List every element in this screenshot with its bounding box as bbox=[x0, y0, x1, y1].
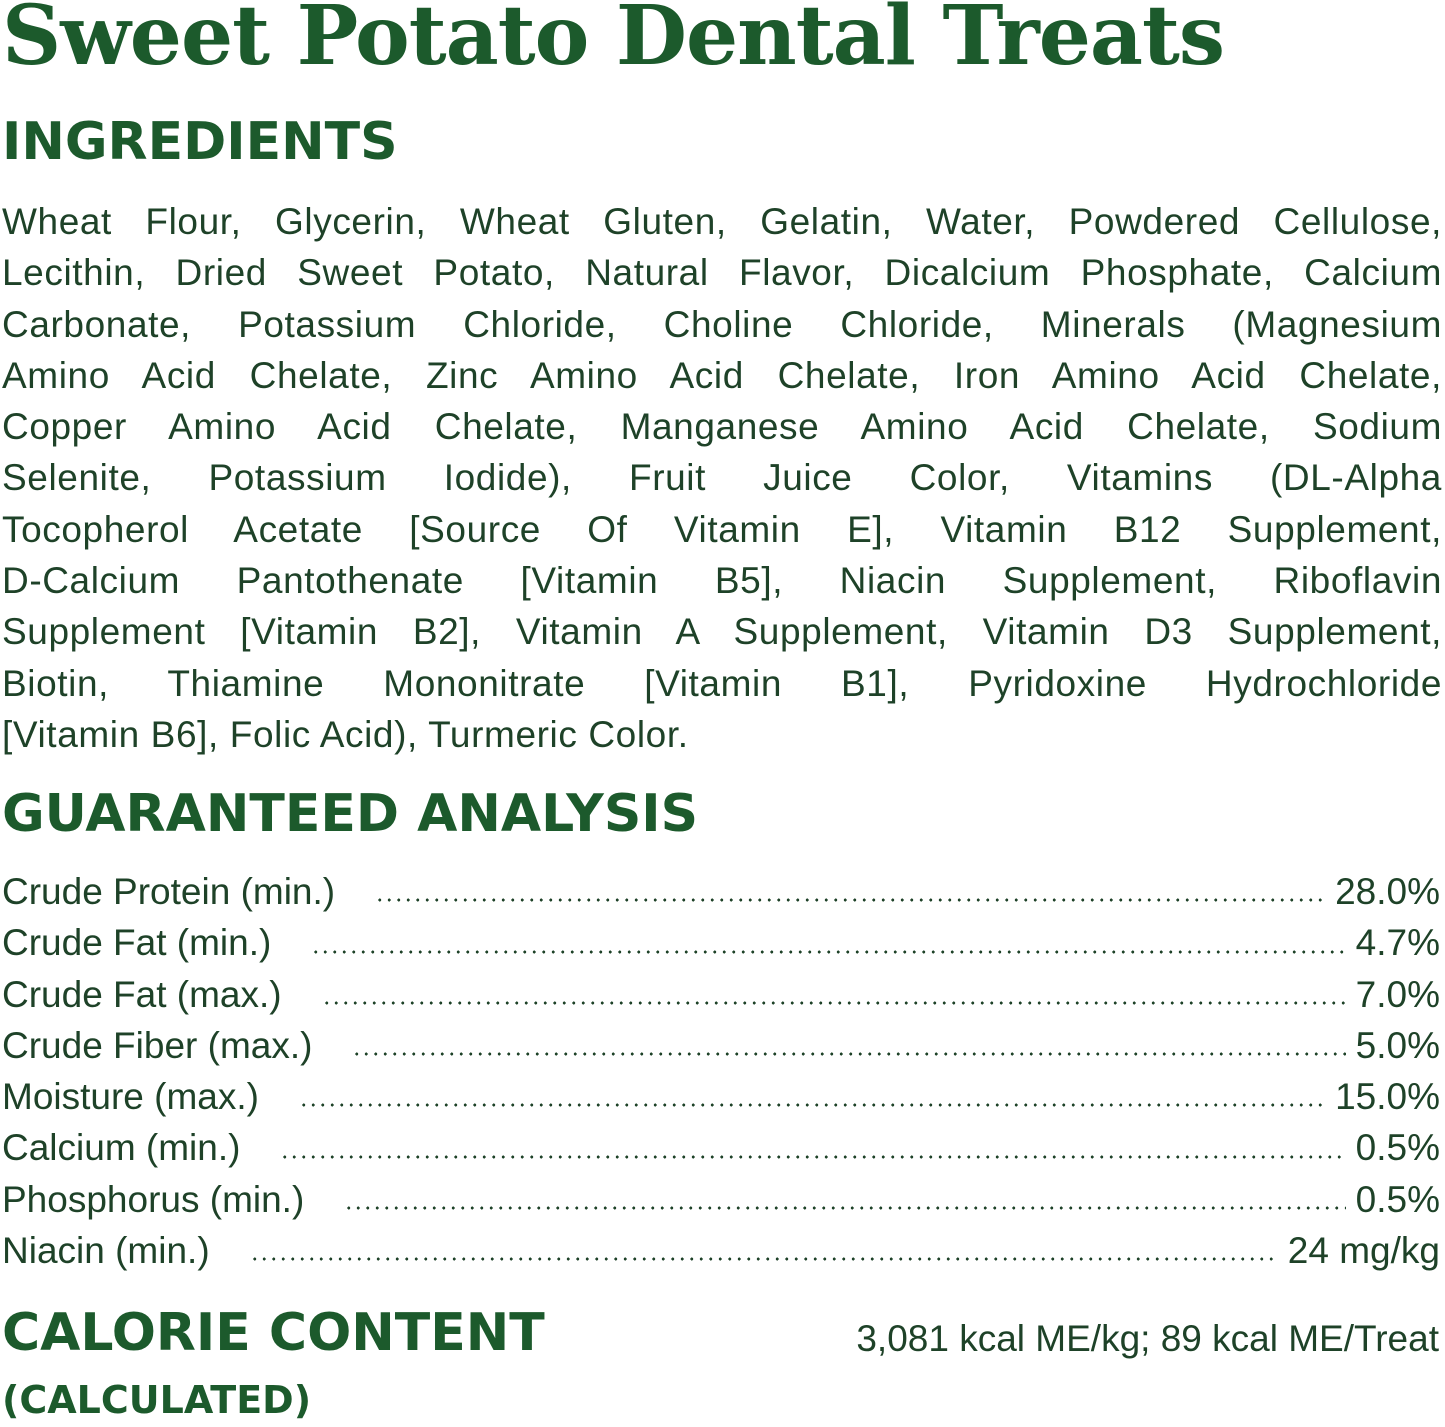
dot-leader bbox=[311, 948, 1346, 955]
analysis-heading: GUARANTEED ANALYSIS bbox=[2, 784, 699, 844]
analysis-row: Crude Fat (min.) 4.7% bbox=[2, 917, 1440, 968]
analysis-value: 0.5% bbox=[1355, 1127, 1440, 1169]
analysis-label: Crude Protein (min.) bbox=[2, 871, 336, 912]
analysis-value: 4.7% bbox=[1355, 922, 1440, 964]
analysis-label: Crude Fat (min.) bbox=[2, 922, 272, 964]
dot-leader bbox=[280, 1153, 1346, 1160]
ingredients-line: Amino Acid Chelate, Zinc Amino Acid Chel… bbox=[2, 354, 1442, 396]
ingredients-line: Tocopherol Acetate [Source Of Vitamin E]… bbox=[2, 508, 1442, 550]
analysis-label: Phosphorus (min.) bbox=[2, 1178, 305, 1220]
analysis-row: Phosphorus (min.) 0.5% bbox=[2, 1174, 1440, 1225]
dot-leader bbox=[298, 1102, 1326, 1109]
analysis-value: 5.0% bbox=[1355, 1024, 1440, 1066]
analysis-value: 15.0% bbox=[1335, 1076, 1440, 1118]
ingredients-line: Lecithin, Dried Sweet Potato, Natural Fl… bbox=[2, 252, 1442, 294]
ingredients-line: Selenite, Potassium Iodide), Fruit Juice… bbox=[2, 457, 1442, 499]
ingredients-line: Wheat Flour, Glycerin, Wheat Gluten, Gel… bbox=[2, 201, 1442, 242]
dot-leader bbox=[352, 1051, 1346, 1058]
analysis-label: Calcium (min.) bbox=[2, 1127, 241, 1169]
analysis-row: Crude Protein (min.) 28.0% bbox=[2, 866, 1440, 917]
ingredients-line: [Vitamin B6], Folic Acid), Turmeric Colo… bbox=[2, 713, 689, 755]
ingredients-line: Biotin, Thiamine Mononitrate [Vitamin B1… bbox=[2, 662, 1442, 704]
ingredients-line: Copper Amino Acid Chelate, Manganese Ami… bbox=[2, 406, 1442, 448]
dot-leader bbox=[249, 1256, 1278, 1263]
dot-leader bbox=[344, 1205, 1346, 1212]
ingredients-heading: INGREDIENTS bbox=[2, 112, 398, 172]
calorie-subheading: (CALCULATED) bbox=[2, 1378, 312, 1422]
analysis-label: Moisture (max.) bbox=[2, 1076, 259, 1118]
analysis-row: Calcium (min.) 0.5% bbox=[2, 1122, 1440, 1173]
analysis-value: 24 mg/kg bbox=[1287, 1230, 1440, 1272]
calorie-heading: CALORIE CONTENT bbox=[2, 1303, 545, 1363]
analysis-table: Crude Protein (min.) 28.0% Crude Fat (min.… bbox=[2, 866, 1440, 1276]
analysis-value: 0.5% bbox=[1355, 1178, 1440, 1220]
calorie-value: 3,081 kcal ME/kg; 89 kcal ME/Treat bbox=[856, 1318, 1439, 1359]
analysis-row: Niacin (min.) 24 mg/kg bbox=[2, 1225, 1440, 1276]
analysis-label: Niacin (min.) bbox=[2, 1230, 210, 1272]
dot-leader bbox=[321, 999, 1346, 1006]
ingredients-line: D-Calcium Pantothenate [Vitamin B5], Nia… bbox=[2, 560, 1442, 602]
analysis-value: 7.0% bbox=[1355, 973, 1440, 1015]
analysis-value: 28.0% bbox=[1335, 871, 1440, 912]
dot-leader bbox=[375, 897, 1326, 904]
analysis-label: Crude Fat (max.) bbox=[2, 973, 282, 1015]
analysis-row: Crude Fat (max.) 7.0% bbox=[2, 969, 1440, 1020]
analysis-row: Crude Fiber (max.) 5.0% bbox=[2, 1020, 1440, 1071]
ingredients-line: Supplement [Vitamin B2], Vitamin A Suppl… bbox=[2, 611, 1442, 653]
analysis-row: Moisture (max.) 15.0% bbox=[2, 1071, 1440, 1122]
ingredients-line: Carbonate, Potassium Chloride, Choline C… bbox=[2, 303, 1442, 345]
page-title: Sweet Potato Dental Treats bbox=[2, 0, 1225, 84]
ingredients-list: Wheat Flour, Glycerin, Wheat Gluten, Gel… bbox=[2, 196, 1442, 760]
analysis-label: Crude Fiber (max.) bbox=[2, 1024, 313, 1066]
